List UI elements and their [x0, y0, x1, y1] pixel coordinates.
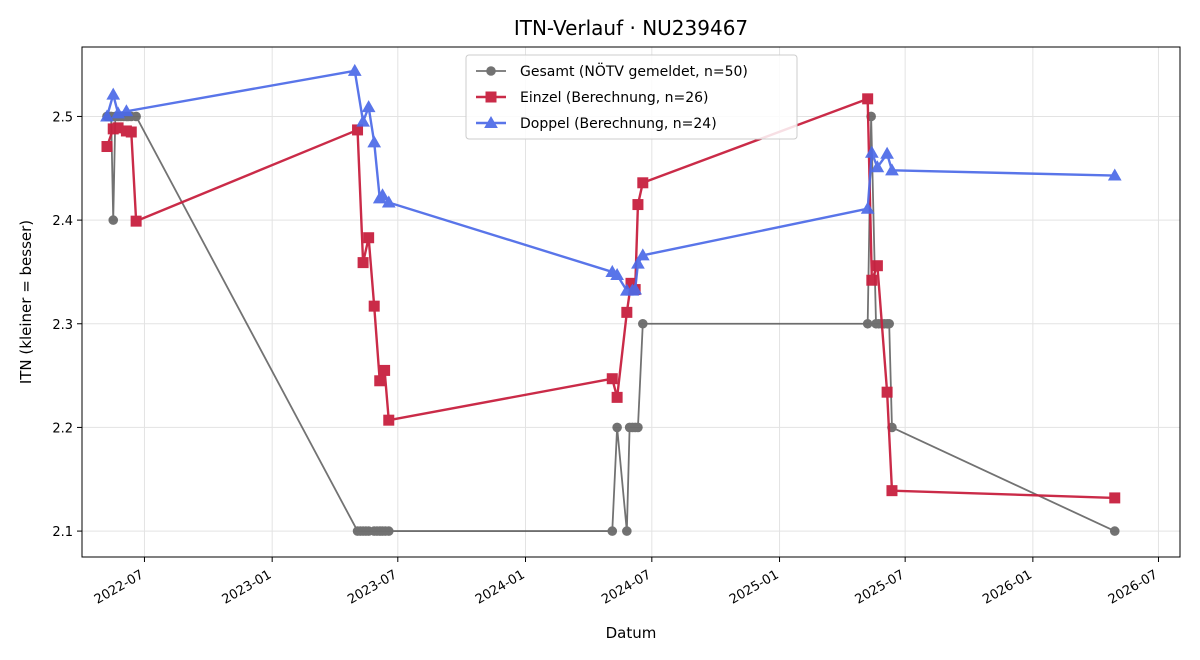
data-point [367, 135, 382, 148]
data-point [612, 422, 622, 433]
y-tick-label: 2.2 [52, 421, 73, 436]
series-2 [101, 93, 1121, 504]
data-point [631, 256, 645, 269]
data-point [381, 195, 396, 208]
data-point [885, 163, 899, 176]
series-line [105, 97, 1115, 500]
data-point [884, 318, 894, 329]
data-point [357, 257, 369, 269]
series-3 [100, 63, 1122, 296]
data-point [864, 145, 879, 158]
y-tick-label: 2.4 [52, 214, 73, 229]
data-point [633, 422, 643, 433]
data-point [621, 306, 633, 318]
data-point [607, 526, 618, 536]
data-point [100, 109, 114, 122]
y-tick-label: 2.5 [52, 110, 73, 125]
data-point [130, 215, 142, 227]
y-tick-label: 2.3 [52, 318, 73, 333]
data-point [1109, 492, 1121, 504]
data-point [862, 93, 874, 105]
data-point [871, 260, 883, 272]
legend-marker [485, 91, 497, 103]
data-point [101, 141, 113, 153]
data-point [622, 526, 632, 536]
legend-marker [484, 115, 498, 128]
data-point [383, 414, 395, 426]
data-point [886, 485, 898, 497]
data-point [632, 199, 644, 211]
legend-item [476, 66, 506, 76]
data-point [368, 300, 380, 312]
legend-label: Gesamt (NÖTV gemeldet, n=50) [520, 62, 748, 80]
data-point [1107, 168, 1122, 181]
data-point [611, 391, 623, 403]
data-point [131, 111, 141, 122]
data-point [356, 114, 370, 127]
data-point [637, 177, 649, 189]
data-point [361, 100, 376, 113]
plot-frame [81, 46, 1181, 558]
data-point [866, 274, 878, 286]
x-axis-title: Datum [606, 624, 657, 642]
legend-box [465, 54, 798, 140]
legend-item [476, 115, 506, 128]
data-point [125, 126, 137, 138]
data-point [379, 364, 391, 376]
y-axis-title: ITN (kleiner = besser) [17, 220, 35, 384]
data-point [870, 160, 885, 173]
y-tick-label: 2.1 [52, 525, 73, 540]
legend-label: Doppel (Berechnung, n=24) [520, 116, 717, 132]
series-group [100, 63, 1122, 536]
data-point [375, 188, 390, 201]
legend: Gesamt (NÖTV gemeldet, n=50) Einzel (Bere… [465, 54, 798, 140]
data-point [635, 248, 650, 261]
data-point [862, 318, 873, 329]
data-point [881, 386, 893, 398]
data-point [637, 318, 648, 329]
data-point [1109, 526, 1120, 536]
legend-marker [486, 66, 496, 76]
data-point [119, 104, 134, 117]
data-point [383, 526, 394, 536]
legend-label: Einzel (Berechnung, n=26) [520, 90, 709, 106]
data-point [606, 373, 618, 385]
data-point [108, 215, 119, 225]
data-point [860, 201, 875, 214]
data-point [106, 87, 121, 100]
data-point [880, 146, 894, 159]
data-point [347, 63, 362, 76]
data-point [363, 232, 375, 244]
data-point [628, 282, 643, 295]
chart-title: ITN-Verlauf · NU239467 [514, 16, 748, 40]
data-point [374, 375, 386, 387]
data-point [610, 268, 624, 281]
legend-item [476, 91, 506, 103]
